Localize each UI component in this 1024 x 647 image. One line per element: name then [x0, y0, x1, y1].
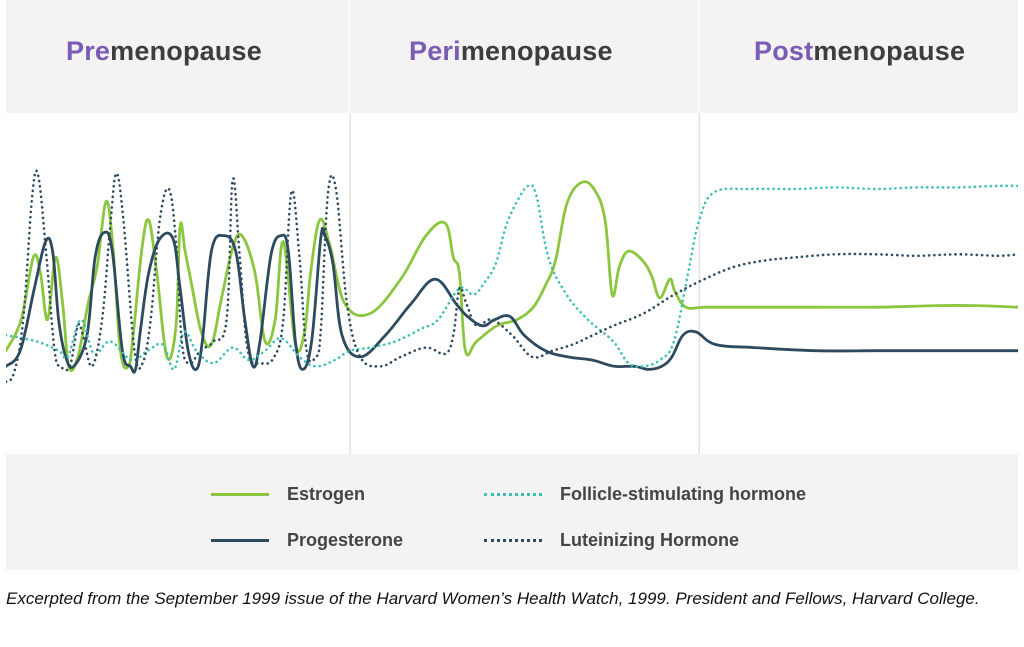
phase-prefix: Pre [66, 36, 111, 66]
legend: Estrogen Progesterone Follicle-stimulati… [6, 454, 1018, 570]
series-line-fsh [6, 183, 1018, 371]
phase-header-band [6, 0, 1018, 113]
phase-prefix: Peri [409, 36, 461, 66]
phase-suffix: menopause [110, 36, 262, 66]
series-line-estrogen [6, 180, 1018, 372]
legend-swatch-fsh [484, 493, 542, 496]
series-line-lh [6, 169, 1018, 384]
phase-prefix: Post [754, 36, 814, 66]
series-line-progesterone [6, 226, 1018, 374]
legend-swatch-estrogen [211, 493, 269, 496]
legend-swatch-progesterone [211, 539, 269, 542]
legend-label: Progesterone [287, 530, 404, 550]
phase-title-perimenopause: Perimenopause [409, 36, 613, 67]
header-divider [698, 0, 699, 113]
legend-label: Estrogen [287, 484, 366, 504]
figure-caption: Excerpted from the September 1999 issue … [6, 589, 980, 608]
header-divider [349, 0, 350, 113]
phase-title-premenopause: Premenopause [66, 36, 262, 67]
legend-label: Follicle-stimulating hormone [560, 484, 807, 504]
legend-swatch-lh [484, 539, 542, 542]
legend-label: Luteinizing Hormone [560, 530, 739, 550]
chart-plot-area [6, 113, 1018, 454]
legend-item-lh: Luteinizing Hormone [484, 530, 739, 551]
hormone-chart-figure: Premenopause Perimenopause Postmenopause… [6, 0, 1018, 570]
phase-suffix: menopause [813, 36, 966, 66]
legend-item-estrogen: Estrogen [211, 484, 365, 505]
phase-suffix: menopause [460, 36, 613, 66]
legend-item-fsh: Follicle-stimulating hormone [484, 484, 806, 505]
phase-title-postmenopause: Postmenopause [754, 36, 965, 67]
legend-item-progesterone: Progesterone [211, 530, 403, 551]
